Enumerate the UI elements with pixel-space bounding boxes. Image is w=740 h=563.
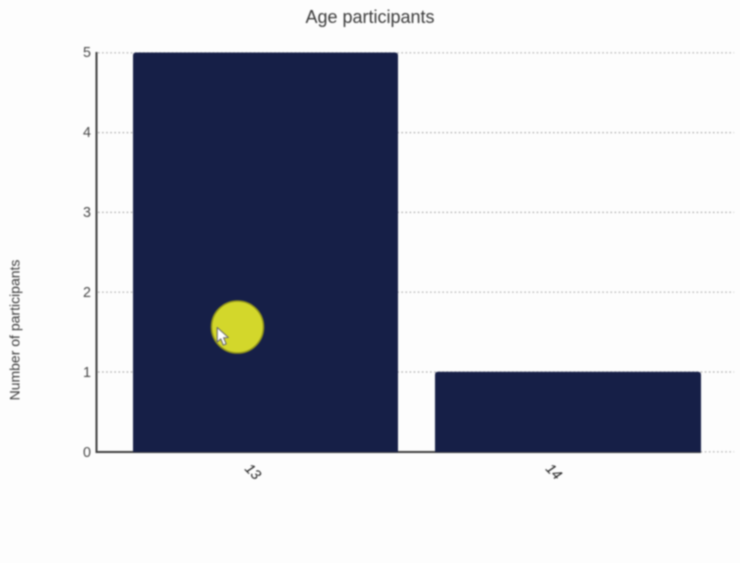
svg-text:Age participants: Age participants: [305, 7, 434, 27]
svg-text:2: 2: [83, 285, 91, 301]
svg-text:3: 3: [83, 205, 91, 221]
svg-text:Number of participants: Number of participants: [7, 260, 23, 401]
svg-text:5: 5: [83, 45, 91, 61]
svg-text:4: 4: [83, 125, 91, 141]
svg-text:1: 1: [83, 365, 91, 381]
svg-text:0: 0: [83, 445, 91, 461]
